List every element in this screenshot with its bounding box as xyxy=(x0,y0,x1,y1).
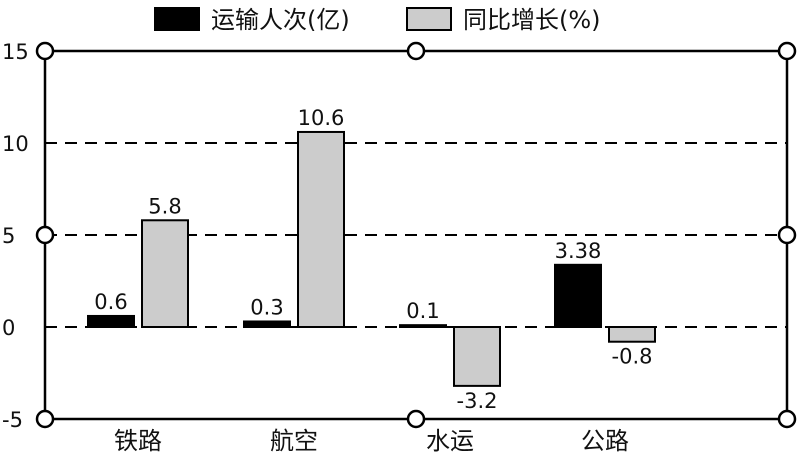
bar-passengers-3 xyxy=(554,263,602,329)
data-label: -3.2 xyxy=(457,389,498,413)
y-axis-ticks: 15 10 5 0 -5 xyxy=(2,40,29,432)
category-label: 铁路 xyxy=(114,427,162,455)
category-label: 公路 xyxy=(581,427,629,455)
bar-growth-1 xyxy=(297,130,345,328)
resize-handle-0[interactable] xyxy=(35,41,55,61)
resize-handle-1[interactable] xyxy=(406,41,426,61)
data-label: 10.6 xyxy=(298,106,345,130)
resize-handle-7[interactable] xyxy=(777,409,797,429)
resize-handle-6[interactable] xyxy=(406,409,426,429)
data-label: 0.1 xyxy=(406,299,439,323)
legend-swatch-passengers xyxy=(154,7,200,31)
x-axis-categories: 铁路 航空 水运 公路 xyxy=(114,427,629,455)
y-tick-label: 0 xyxy=(2,316,15,340)
bar-growth-0 xyxy=(141,219,189,328)
y-tick-label: 10 xyxy=(2,132,29,156)
resize-handle-3[interactable] xyxy=(35,225,55,245)
data-labels: 0.6 5.8 0.3 10.6 0.1 -3.2 3.38 -0.8 xyxy=(94,106,652,413)
category-label: 水运 xyxy=(426,427,474,455)
y-tick-label: 5 xyxy=(2,224,15,248)
category-label: 航空 xyxy=(270,427,318,455)
data-label: 5.8 xyxy=(148,194,181,218)
legend-swatch-growth xyxy=(406,7,452,31)
bar-growth-2 xyxy=(453,326,501,387)
bar-passengers-1 xyxy=(243,320,291,329)
data-label: -0.8 xyxy=(612,345,653,369)
legend-label-passengers: 运输人次(亿) xyxy=(211,6,350,34)
bars xyxy=(87,130,656,387)
data-label: 0.3 xyxy=(250,295,283,319)
bar-passengers-0 xyxy=(87,314,135,328)
resize-handle-5[interactable] xyxy=(35,409,55,429)
bar-growth-3 xyxy=(608,326,656,343)
legend-label-growth: 同比增长(%) xyxy=(463,6,601,34)
bar-passengers-2 xyxy=(399,324,447,329)
plot-frame xyxy=(35,41,797,429)
data-label: 3.38 xyxy=(555,239,602,263)
data-label: 0.6 xyxy=(94,290,127,314)
resize-handle-4[interactable] xyxy=(777,225,797,245)
resize-handle-2[interactable] xyxy=(777,41,797,61)
y-tick-label: 15 xyxy=(2,40,29,64)
legend: 运输人次(亿) 同比增长(%) xyxy=(154,6,601,34)
y-tick-label: -5 xyxy=(2,408,23,432)
